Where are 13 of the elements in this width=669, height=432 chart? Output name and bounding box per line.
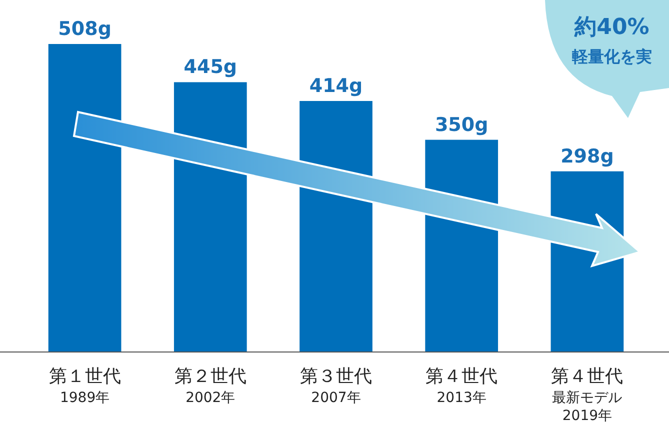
data-label: 350g [434,114,488,136]
data-label: 298g [560,145,614,168]
bar [48,44,122,352]
data-label: 414g [309,74,363,97]
x-tick-label: 第２世代 2002年 [174,366,246,406]
text: 約40% [574,15,650,40]
x-tick-label: 第４世代最新モデル 2019年 [551,366,624,424]
data-label: 445g [184,56,238,78]
data-label: 508g [58,18,112,40]
x-tick-label: 第１世代 1989年 [48,366,121,406]
annotation: 軽量化を実 [571,47,652,66]
x-tick-label: 第３世代 2007年 [300,366,372,406]
x-tick-label: 第４世代 2013年 [426,366,498,406]
